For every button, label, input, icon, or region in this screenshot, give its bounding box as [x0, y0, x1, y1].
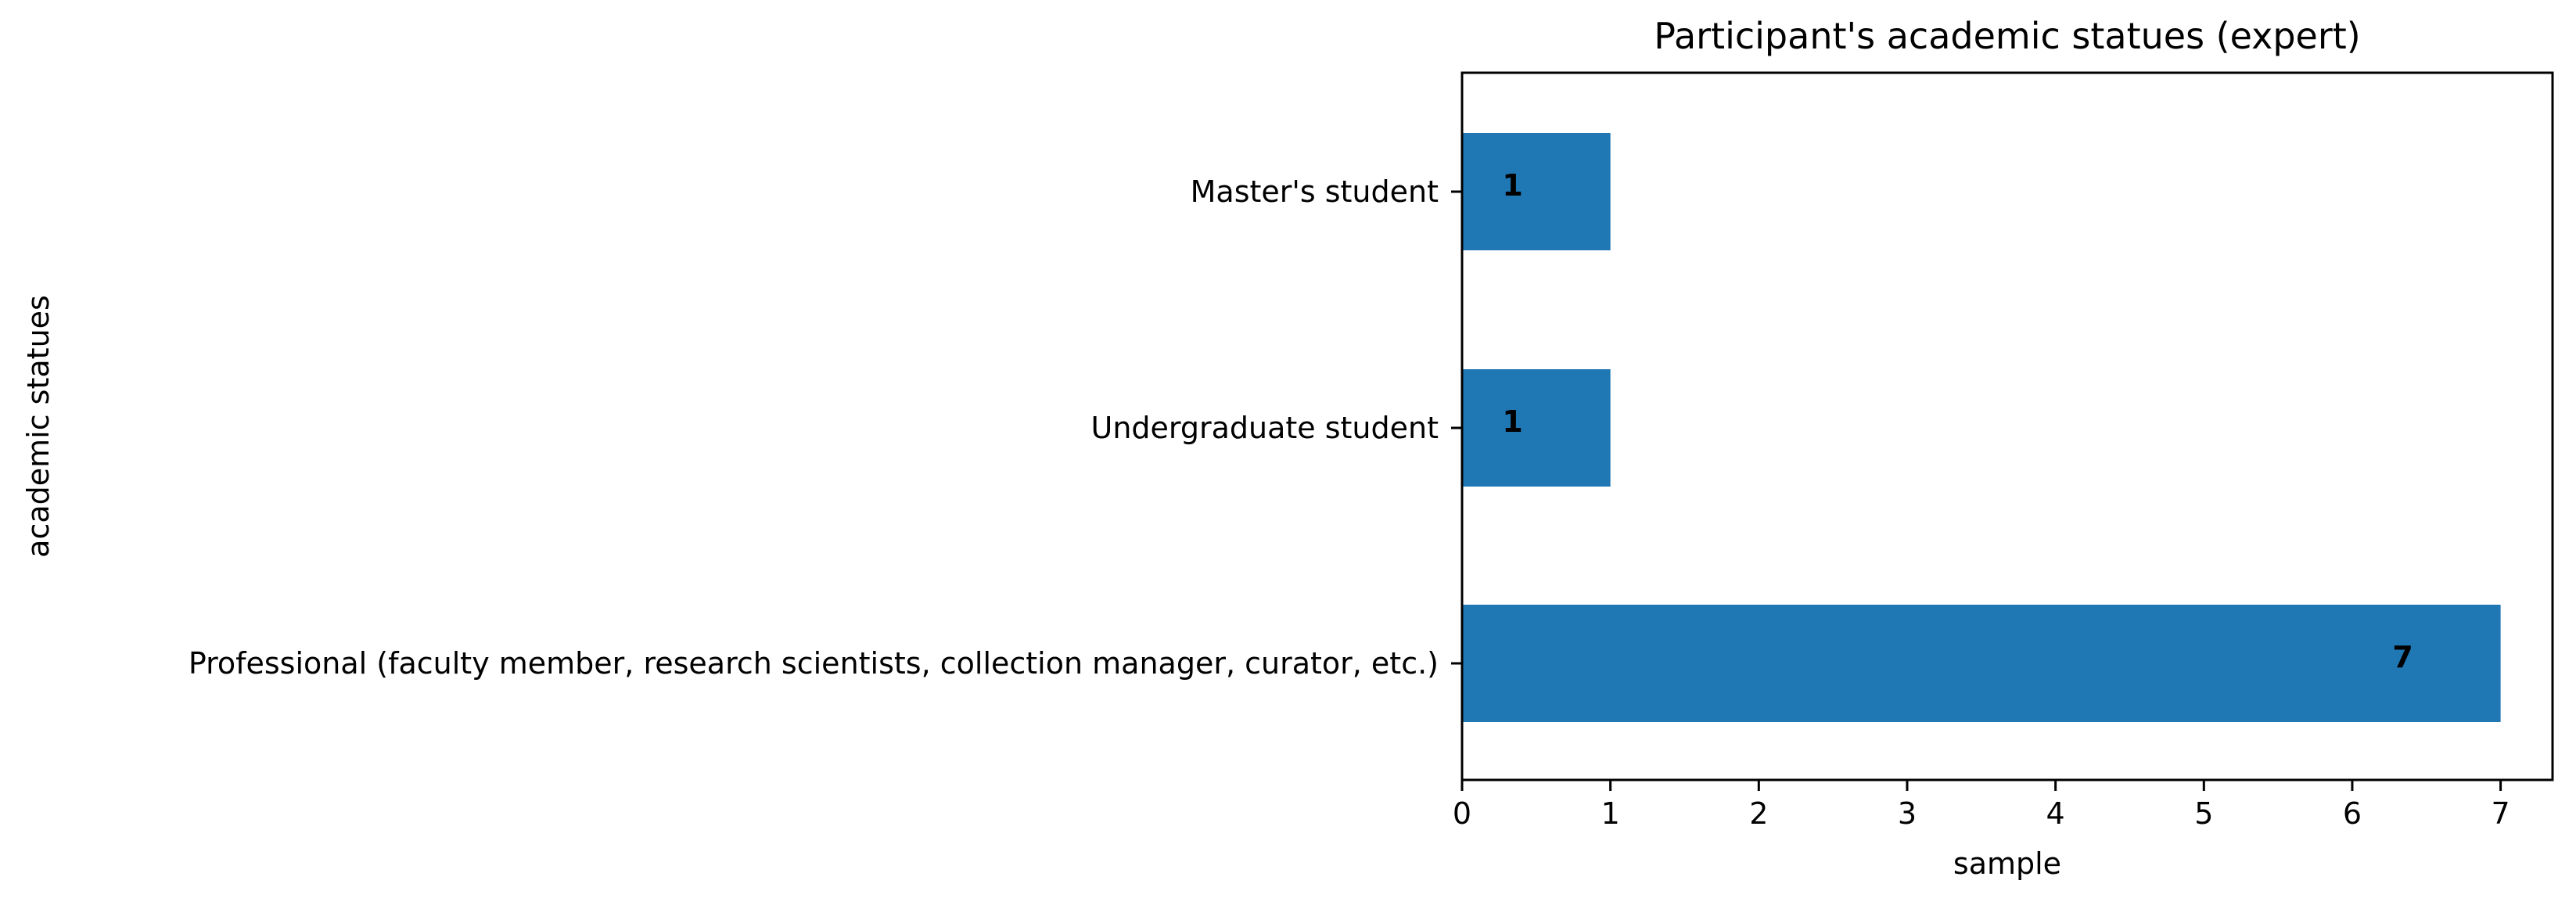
- y-axis-ticks: Master's student Undergraduate student Pro…: [189, 174, 1462, 681]
- x-tick-label: 1: [1601, 796, 1620, 831]
- bar-value-label: 1: [1502, 168, 1522, 203]
- bar-value-label: 1: [1502, 404, 1522, 439]
- bar: [1462, 133, 1611, 250]
- y-tick-label: Professional (faculty member, research s…: [189, 646, 1439, 681]
- bar-value-label: 7: [2392, 640, 2413, 674]
- plot-area-frame: [1460, 71, 2554, 781]
- x-axis-label: sample: [1953, 846, 2061, 881]
- x-tick-label: 5: [2194, 796, 2213, 831]
- x-tick-label: 6: [2343, 796, 2362, 831]
- value-labels-layer: 1 1 7: [1502, 168, 2413, 674]
- x-tick-label: 0: [1453, 796, 1471, 831]
- y-tick-label: Master's student: [1191, 174, 1439, 209]
- bar: [1462, 369, 1611, 487]
- x-tick-label: 3: [1898, 796, 1917, 831]
- bar: [1462, 605, 2501, 722]
- bars-layer: [1462, 133, 2501, 722]
- y-axis-label: academic statues: [21, 295, 56, 558]
- x-tick-label: 7: [2492, 796, 2510, 831]
- x-tick-label: 2: [1749, 796, 1768, 831]
- x-axis-ticks: 0 1 2 3 4 5 6 7: [1453, 780, 2510, 831]
- x-tick-label: 4: [2046, 796, 2065, 831]
- y-tick-label: Undergraduate student: [1091, 411, 1439, 445]
- chart-title: Participant's academic statues (expert): [1654, 15, 2360, 57]
